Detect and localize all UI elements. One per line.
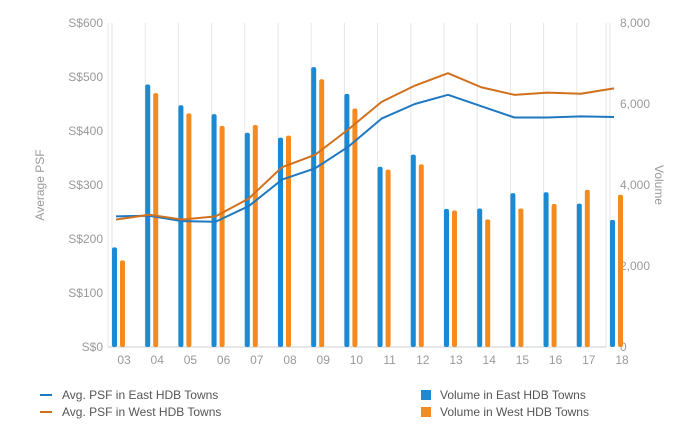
legend-label: Avg. PSF in West HDB Towns xyxy=(62,405,222,419)
bar-east xyxy=(211,114,217,347)
bar-east xyxy=(444,208,449,347)
x-tick-label: 13 xyxy=(449,353,463,367)
x-tick-label: 15 xyxy=(516,353,530,367)
legend-line-swatch-east xyxy=(40,394,52,396)
legend-item-east-volume: Volume in East HDB Towns xyxy=(421,388,586,402)
bar-east xyxy=(510,193,516,347)
y-left-tick-label: S$300 xyxy=(68,178,103,192)
legend-line-swatch-west xyxy=(40,411,52,413)
y-left-tick-label: S$100 xyxy=(68,286,103,300)
x-tick-label: 09 xyxy=(317,353,331,367)
bar-west xyxy=(319,79,325,348)
series-line-west xyxy=(115,72,615,221)
x-tick-label: 05 xyxy=(184,353,198,367)
bar-east xyxy=(344,93,350,347)
bar-west xyxy=(186,113,192,347)
legend-item-east-psf: Avg. PSF in East HDB Towns xyxy=(40,388,218,402)
bar-west xyxy=(385,169,391,347)
x-tick-label: 03 xyxy=(117,353,131,367)
bar-east xyxy=(112,247,117,347)
y-right-tick-label: 8,000 xyxy=(620,16,650,30)
bar-east xyxy=(543,192,549,347)
x-tick-label: 16 xyxy=(549,353,563,367)
legend-label: Volume in West HDB Towns xyxy=(440,405,589,419)
y-left-tick-label: S$0 xyxy=(82,340,104,354)
bar-east xyxy=(311,67,317,348)
bar-west xyxy=(252,125,258,347)
legend-label: Avg. PSF in East HDB Towns xyxy=(62,388,219,402)
y-right-tick-label: 6,000 xyxy=(620,97,650,111)
bar-west xyxy=(219,125,225,348)
x-tick-label: 12 xyxy=(416,353,430,367)
bar-west xyxy=(120,260,125,347)
bar-west xyxy=(452,210,457,347)
bar-west xyxy=(584,189,590,347)
bar-west xyxy=(485,219,491,347)
x-tick-label: 06 xyxy=(217,353,231,367)
legend-box-swatch-west xyxy=(421,407,431,417)
legend-box-swatch-east xyxy=(421,390,431,400)
bar-east xyxy=(477,208,483,347)
x-tick-label: 08 xyxy=(283,353,297,367)
bar-east xyxy=(377,166,383,347)
x-tick-label: 07 xyxy=(250,353,264,367)
bar-west xyxy=(418,164,424,347)
series-line-east xyxy=(115,93,615,223)
legend-label: Volume in East HDB Towns xyxy=(440,388,586,402)
combo-chart: S$0 S$100 S$200 S$300 S$400 S$500 S$600 0 2,000 4… xyxy=(33,16,666,367)
bar-east xyxy=(610,219,615,347)
bar-east xyxy=(178,105,184,347)
y-right-tick-label: 4,000 xyxy=(620,178,650,192)
y-right-tick-label: 2,000 xyxy=(620,259,650,273)
x-tick-label: 11 xyxy=(383,353,396,367)
x-tick-label: 14 xyxy=(483,353,497,367)
x-tick-label: 04 xyxy=(151,353,165,367)
bar-west xyxy=(352,108,358,347)
y-left-tick-label: S$600 xyxy=(68,16,103,30)
bar-west xyxy=(286,135,291,347)
bar-east xyxy=(278,137,283,347)
bar-west xyxy=(518,208,524,347)
bar-west xyxy=(551,204,557,347)
y-left-axis-title: Average PSF xyxy=(33,149,47,220)
x-tick-label: 10 xyxy=(350,353,364,367)
y-right-tick-label: 0 xyxy=(620,340,627,354)
y-right-axis-title: Volume xyxy=(652,165,666,205)
bar-west xyxy=(153,93,159,347)
legend-item-west-psf: Avg. PSF in West HDB Towns xyxy=(40,405,221,419)
y-left-tick-label: S$400 xyxy=(68,124,103,138)
x-tick-label: 18 xyxy=(615,353,629,367)
bar-west xyxy=(618,194,623,347)
legend-item-west-volume: Volume in West HDB Towns xyxy=(421,405,589,419)
bar-east xyxy=(244,132,250,347)
y-left-tick-label: S$200 xyxy=(68,232,103,246)
bar-east xyxy=(410,154,416,347)
y-left-tick-label: S$500 xyxy=(68,70,103,84)
x-tick-label: 17 xyxy=(582,353,596,367)
bar-east xyxy=(576,203,582,347)
